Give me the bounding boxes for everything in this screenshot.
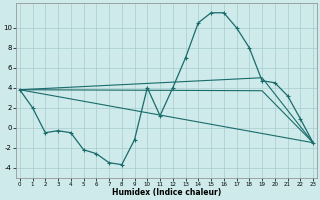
X-axis label: Humidex (Indice chaleur): Humidex (Indice chaleur)	[112, 188, 221, 197]
